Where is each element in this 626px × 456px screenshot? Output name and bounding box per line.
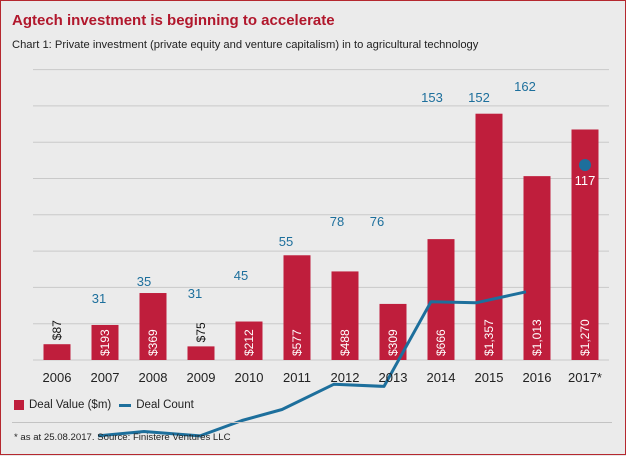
x-axis-tick-labels: 2006 2007 2008 2009 2010 2011 2012 2013 2014 2015… [43,370,602,385]
x-tick-label: 2016 [523,370,552,385]
bar-value-label: $666 [434,329,448,356]
bar-2006 [43,344,71,360]
deal-count-point-2017 [579,159,591,171]
bar-2007 [91,324,119,360]
line-value-labels: 31 35 31 45 55 78 76 153 152 162 117 [92,79,596,306]
bar-2015 [475,113,503,360]
x-tick-label: 2010 [235,370,264,385]
chart-subtitle: Chart 1: Private investment (private equ… [12,39,479,51]
legend-bar-label: Deal Value ($m) [29,399,112,411]
line-series [97,159,591,438]
deal-count-label: 162 [514,79,536,94]
x-tick-label: 2011 [283,370,311,385]
bar-2009 [187,346,215,360]
x-tick-label: 2008 [139,370,168,385]
bar-2012 [331,271,359,360]
legend-line-label: Deal Count [136,399,194,411]
deal-count-label: 35 [137,274,151,289]
footnote-divider [12,422,612,423]
deal-count-label: 152 [468,90,490,105]
bar-value-label: $577 [290,329,304,356]
bar-2011 [283,255,311,360]
deal-count-line [97,290,527,438]
bar-2014 [427,239,455,360]
bar-value-label: $212 [242,329,256,356]
bar-2016 [523,176,551,360]
deal-count-label: 55 [279,234,293,249]
bar-series [43,113,599,360]
bar-value-label: $1,357 [482,319,496,356]
x-tick-label: 2013 [379,370,408,385]
bar-2013 [379,303,407,360]
x-tick-label: 2009 [187,370,216,385]
bar-value-label: $1,270 [578,319,592,356]
deal-count-label: 31 [188,286,202,301]
bar-value-labels: $87 $193 $369 $75 $212 $577 $488 $309 $666 $1,357… [50,319,592,356]
footnote: * as at 25.08.2017. Source: Finistere Ve… [14,432,231,443]
bar-value-label: $309 [386,329,400,356]
x-tick-label: 2007 [91,370,120,385]
x-tick-label: 2015 [475,370,504,385]
deal-count-label: 31 [92,291,106,306]
deal-count-label: 78 [330,214,344,229]
chart-title: Agtech investment is beginning to accele… [12,12,335,29]
bar-value-label: $87 [50,320,64,340]
deal-count-label: 76 [370,214,384,229]
bar-value-label: $1,013 [530,319,544,356]
x-tick-label: 2014 [427,370,456,385]
bar-2008 [139,293,167,360]
deal-count-label: 153 [421,90,443,105]
bar-value-label: $75 [194,322,208,342]
bar-value-label: $193 [98,329,112,356]
chart-legend: Deal Value ($m) Deal Count [14,399,194,411]
legend-line-swatch [119,403,132,407]
x-tick-label: 2017* [568,370,602,385]
bar-value-label: $488 [338,329,352,356]
x-tick-label: 2012 [331,370,360,385]
x-tick-label: 2006 [43,370,72,385]
legend-bar-swatch [14,400,24,410]
deal-count-label: 117 [575,173,596,188]
bar-value-label: $369 [146,329,160,356]
bar-2010 [235,321,263,360]
grid-lines [33,69,609,361]
deal-count-label: 45 [234,268,248,283]
